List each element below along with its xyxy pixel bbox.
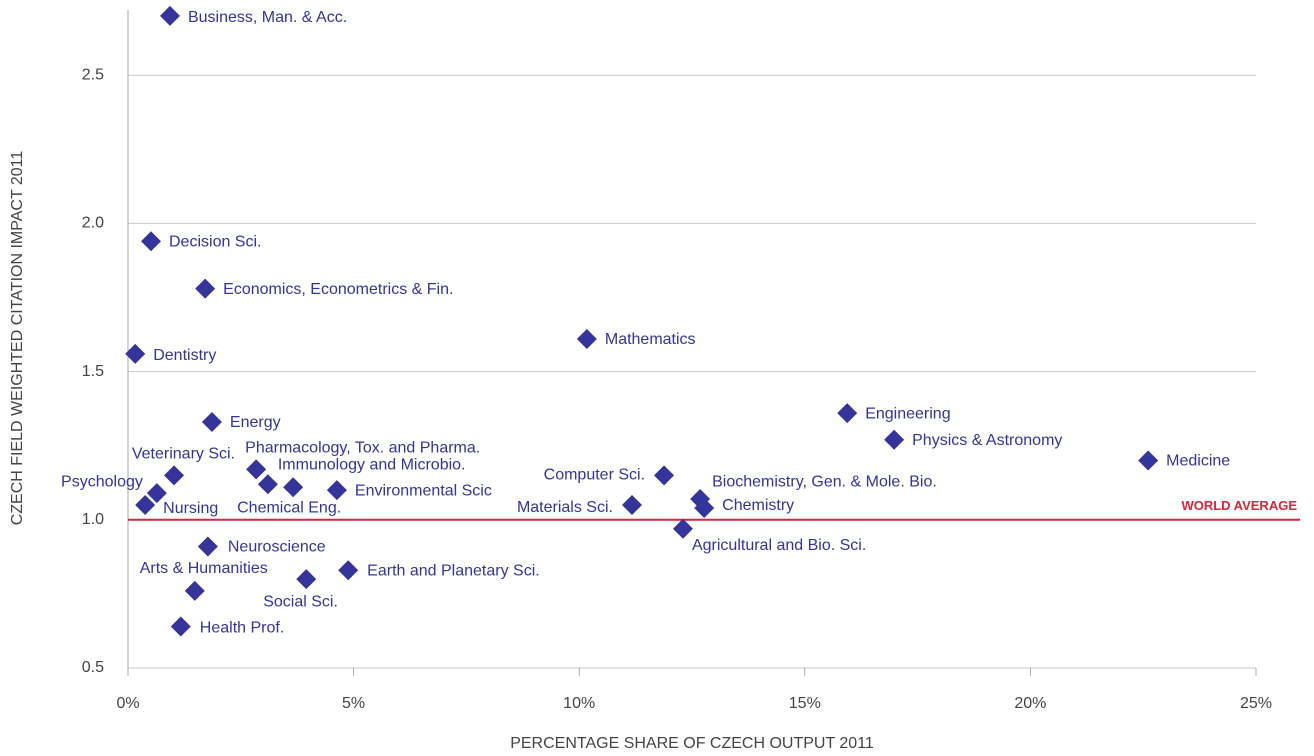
point-label: Materials Sci. (517, 499, 613, 516)
point (164, 465, 185, 486)
point-label: Chemical Eng. (237, 499, 341, 516)
point-label: Nursing (163, 500, 218, 517)
point (654, 465, 675, 486)
point (197, 536, 218, 557)
reference-label: WORLD AVERAGE (1181, 498, 1297, 513)
point-label: Engineering (865, 405, 950, 422)
point-label: Health Prof. (200, 620, 284, 637)
x-tick-label: 15% (789, 695, 821, 712)
x-tick-label: 20% (1014, 695, 1046, 712)
point (621, 494, 642, 515)
point (201, 411, 222, 432)
point-label: Business, Man. & Acc. (188, 9, 347, 26)
point-label: Decision Sci. (169, 233, 261, 250)
y-tick-label: 1.5 (82, 363, 104, 380)
point (146, 483, 167, 504)
point-label: Social Sci. (263, 593, 338, 610)
x-tick-label: 5% (342, 695, 365, 712)
point (195, 278, 216, 299)
point (326, 480, 347, 501)
point (576, 329, 597, 349)
y-tick-label: 0.5 (82, 659, 104, 676)
point (1138, 450, 1159, 471)
y-axis-title: CZECH FIELD WEIGHTED CITATION IMPACT 201… (9, 151, 26, 526)
point-label: Arts & Humanities (140, 560, 268, 577)
point (884, 429, 905, 450)
x-tick-label: 0% (116, 695, 139, 712)
point-label: Energy (230, 414, 281, 431)
x-tick-label: 25% (1240, 695, 1272, 712)
point-label: Mathematics (605, 331, 696, 348)
point-label: Immunology and Microbio. (278, 456, 466, 473)
point-label: Pharmacology, Tox. and Pharma. (245, 440, 480, 457)
point (246, 459, 267, 480)
point-label: Dentistry (153, 347, 216, 364)
point (184, 580, 205, 601)
point (170, 616, 191, 637)
x-axis-title: PERCENTAGE SHARE OF CZECH OUTPUT 2011 (510, 735, 874, 752)
point-label: Earth and Planetary Sci. (367, 562, 540, 579)
point-label: Medicine (1166, 453, 1230, 470)
point (125, 343, 146, 364)
point (338, 560, 359, 581)
point (672, 518, 693, 539)
point (257, 474, 278, 495)
point-label: Economics, Econometrics & Fin. (223, 281, 453, 298)
y-tick-label: 2.0 (82, 215, 104, 232)
point (837, 403, 858, 424)
point-label: Chemistry (722, 497, 794, 514)
point-label: Agricultural and Bio. Sci. (692, 537, 866, 554)
point (159, 5, 180, 26)
point-label: Neuroscience (228, 539, 326, 556)
point-label: Psychology (61, 473, 143, 490)
point (141, 231, 162, 252)
point-label: Physics & Astronomy (912, 432, 1062, 449)
x-tick-label: 10% (563, 695, 595, 712)
point (135, 494, 156, 515)
point-label: Veterinary Sci. (132, 446, 235, 463)
point-label: Environmental Scic (355, 482, 492, 499)
y-tick-label: 2.5 (82, 66, 104, 83)
point (296, 569, 317, 590)
point-label: Computer Sci. (544, 467, 645, 484)
point-label: Biochemistry, Gen. & Mole. Bio. (712, 473, 937, 490)
point (283, 477, 304, 498)
y-tick-label: 1.0 (82, 511, 104, 528)
point (694, 497, 715, 518)
